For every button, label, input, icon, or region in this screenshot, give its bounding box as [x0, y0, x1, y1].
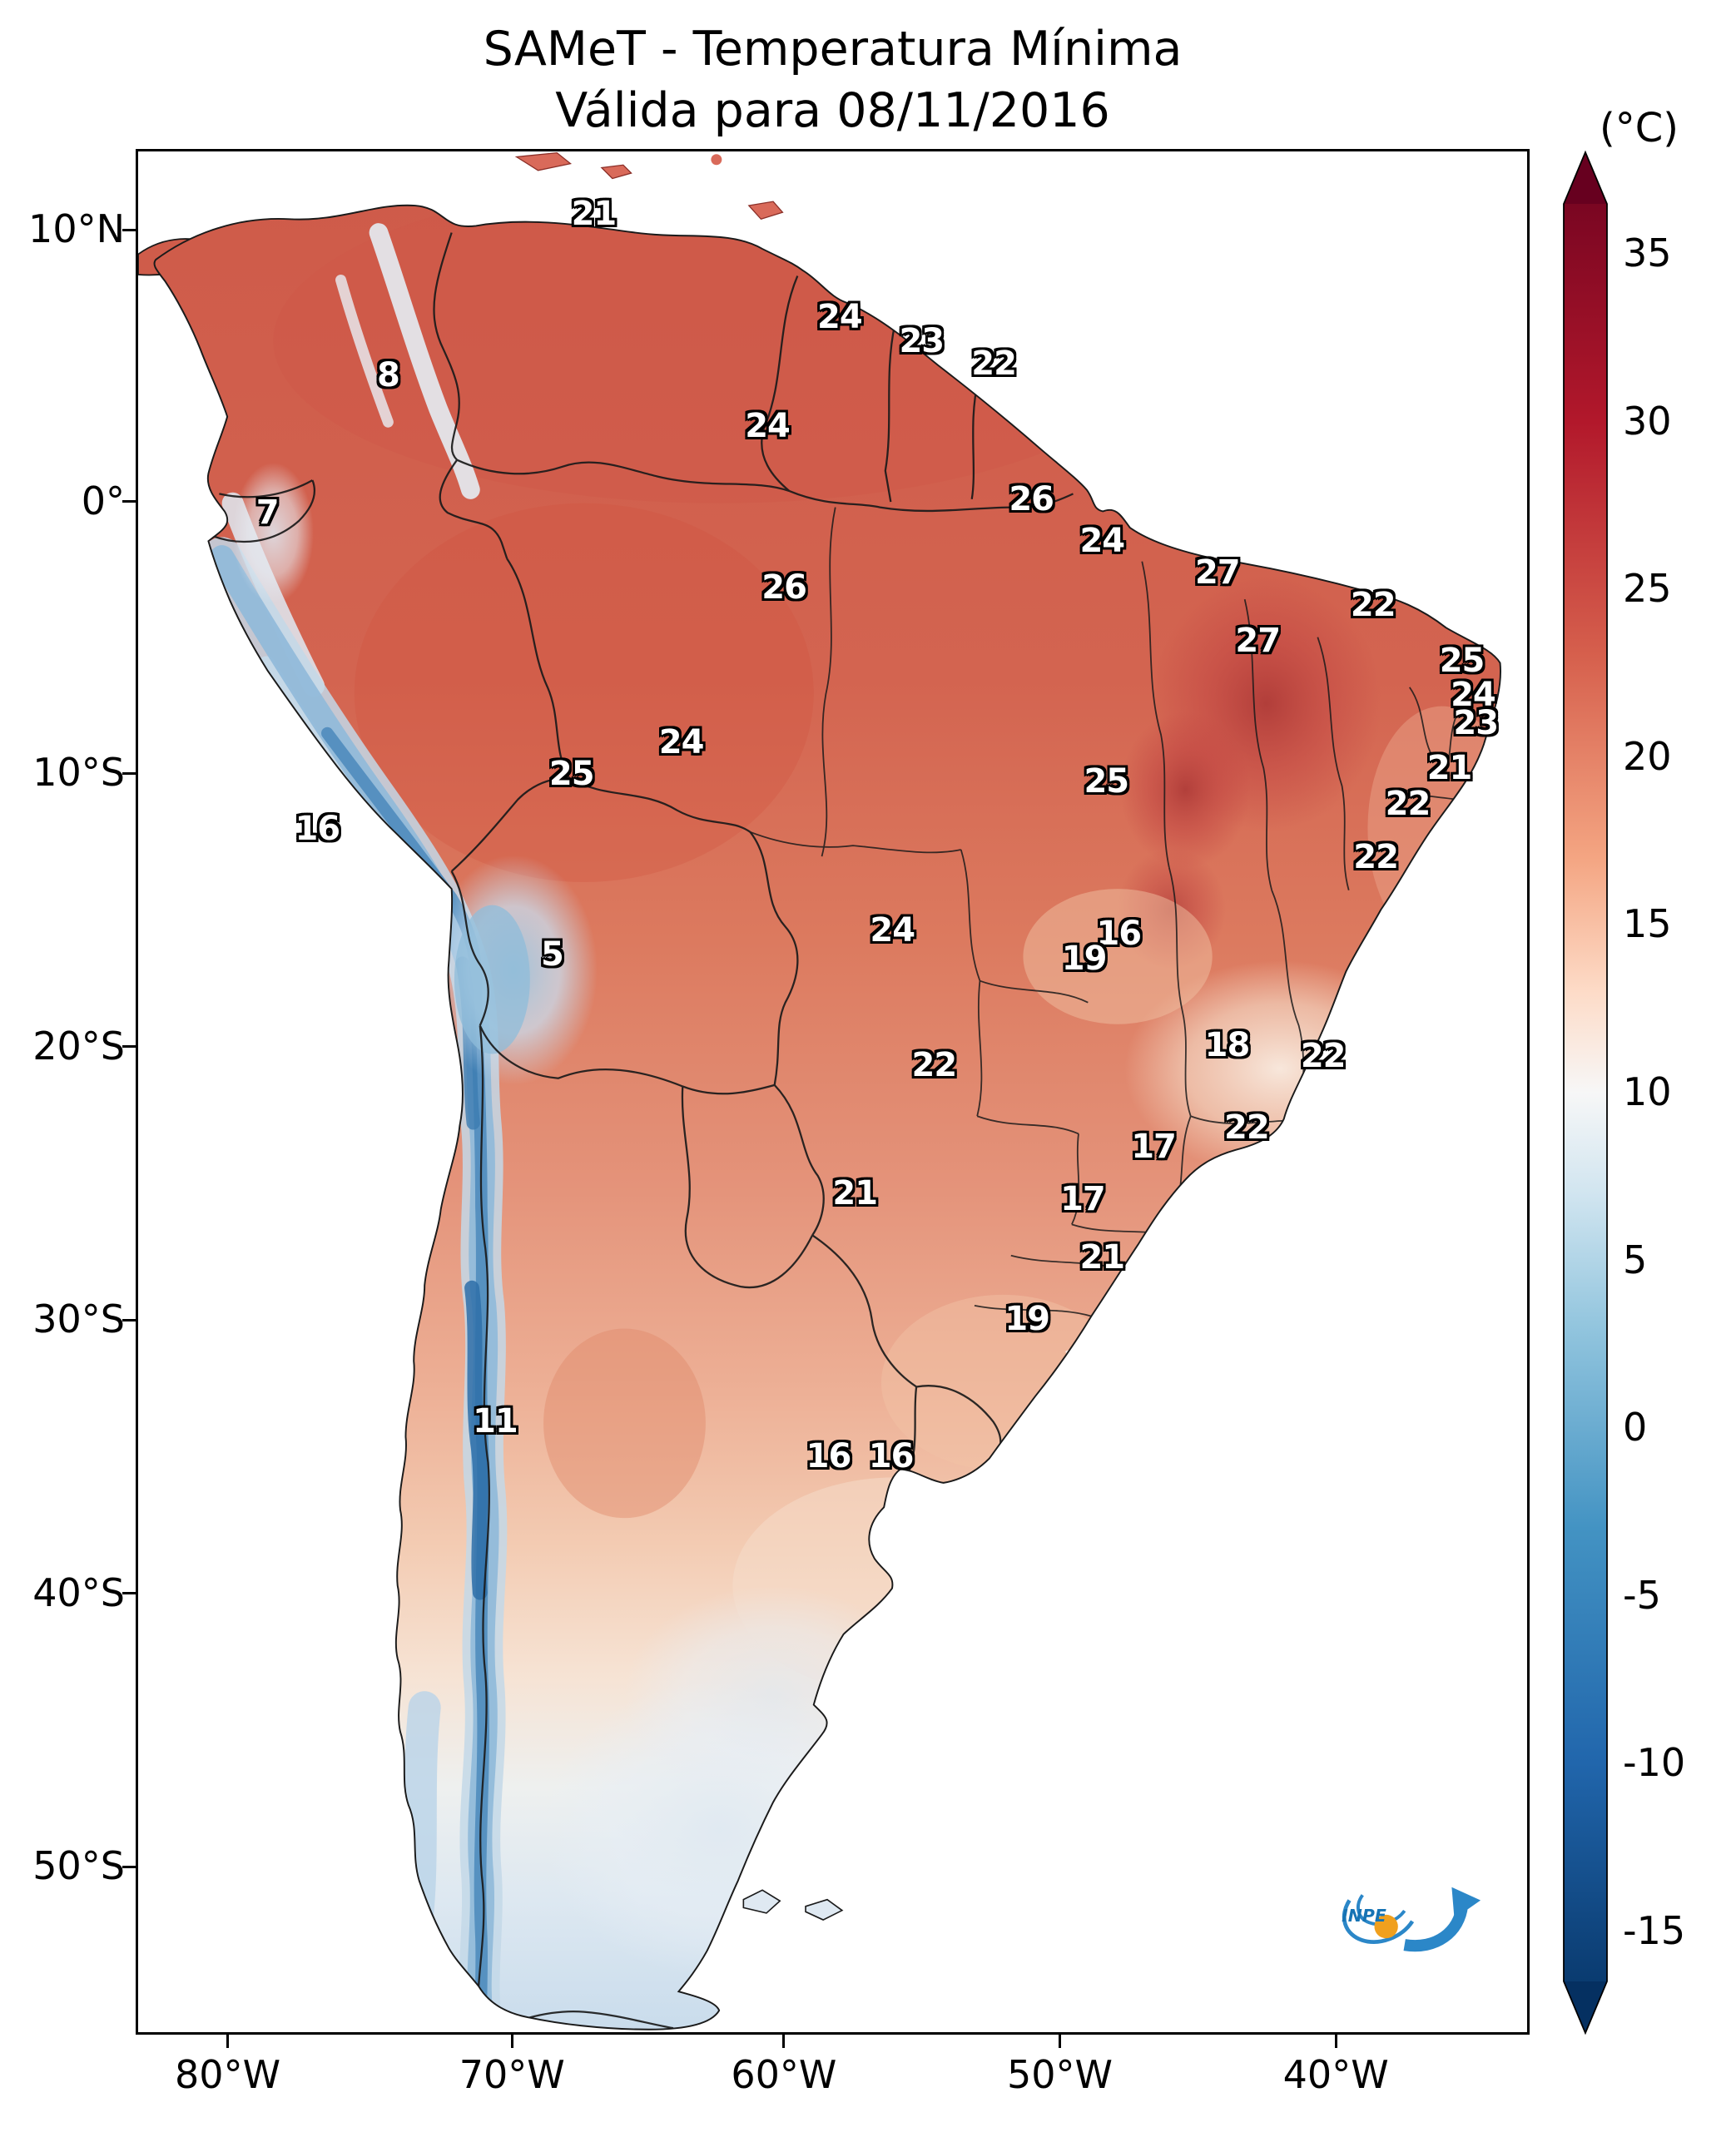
temperature-label: 22 [1300, 1037, 1347, 1076]
temperature-label: 24 [658, 722, 705, 761]
temperature-label: 27 [1194, 553, 1241, 593]
y-axis-tickmark [122, 1045, 136, 1049]
y-axis-tick-label: 40°S [32, 1569, 125, 1615]
y-axis-tickmark [122, 500, 136, 503]
temperature-label: 5 [540, 935, 564, 974]
colorbar-tick-label: 10 [1623, 1069, 1672, 1114]
x-axis-tickmark [226, 2035, 230, 2048]
colorbar-outline [1563, 150, 1608, 2035]
temperature-label: 11 [473, 1401, 518, 1440]
map-plot-area: 21 24 23 22 8 24 7 26 24 26 27 27 22 25 24 23 21 22 22 24 25… [136, 149, 1530, 2035]
temperature-label: 23 [899, 322, 945, 361]
colorbar-tick-label: -10 [1623, 1740, 1686, 1786]
y-axis-tick-label: 10°N [28, 206, 125, 252]
x-axis-tick-label: 70°W [459, 2052, 565, 2097]
temperature-label: 16 [868, 1437, 915, 1476]
temperature-label: 24 [1451, 676, 1496, 715]
y-axis-tick-label: 0° [81, 478, 125, 523]
temperature-label: 7 [255, 493, 280, 532]
temperature-label: 26 [1009, 480, 1054, 519]
colorbar-unit-label: (°C) [1600, 105, 1679, 151]
temperature-label: 24 [1079, 521, 1125, 560]
y-axis-tick-label: 10°S [32, 750, 125, 796]
temperature-label: 21 [832, 1174, 878, 1213]
colorbar-tick-label: 30 [1623, 398, 1672, 444]
temperature-label: 22 [971, 345, 1017, 384]
y-axis-tickmark [122, 1865, 136, 1868]
colorbar-under-arrow [1564, 1981, 1607, 2033]
inpe-logo: INPE [1342, 1887, 1481, 1952]
temperature-label: 16 [295, 809, 340, 848]
colorbar-tick-label: -15 [1623, 1907, 1686, 1953]
temperature-label: 22 [1224, 1108, 1270, 1147]
temperature-label: 22 [1353, 837, 1399, 876]
x-axis-tick-label: 40°W [1282, 2052, 1389, 2097]
temperature-label: 8 [376, 355, 400, 394]
temperature-labels-layer: 21 24 23 22 8 24 7 26 24 26 27 27 22 25 24 23 21 22 22 24 25… [138, 151, 1527, 2032]
x-axis-tick-label: 80°W [175, 2052, 281, 2097]
temperature-label: 23 [1453, 704, 1499, 743]
south-america-map [138, 151, 1502, 2031]
colorbar [1563, 150, 1608, 2035]
colorbar-tick-label: 0 [1623, 1405, 1648, 1450]
y-axis-tickmark [122, 1592, 136, 1595]
inpe-arrowhead [1451, 1887, 1481, 1919]
islands [514, 151, 844, 1921]
temperature-label: 21 [571, 194, 618, 233]
y-axis-tick-label: 30°S [32, 1297, 125, 1342]
title-line-1: SAMeT - Temperatura Mínima [483, 22, 1183, 77]
colorbar-tick-label: 5 [1623, 1237, 1648, 1282]
temperature-label: 17 [1131, 1127, 1177, 1166]
temperature-label: 27 [1235, 621, 1281, 660]
x-axis-tickmark [1059, 2035, 1062, 2048]
inpe-orange-dot [1374, 1914, 1398, 1939]
temperature-label: 16 [1096, 915, 1142, 954]
y-axis-tickmark [122, 771, 136, 775]
temperature-label: 24 [870, 910, 915, 950]
temperature-label: 17 [1060, 1179, 1106, 1218]
colorbar-tick-label: 35 [1623, 231, 1672, 276]
inpe-swirl-inner [1357, 1894, 1406, 1926]
y-axis-tick-label: 20°S [32, 1023, 125, 1069]
temperature-label: 24 [817, 297, 863, 336]
x-axis-tickmark [1334, 2035, 1337, 2048]
inpe-swirl-outer [1342, 1899, 1415, 1944]
x-axis-tickmark [782, 2035, 786, 2048]
x-axis-tickmark [510, 2035, 513, 2048]
inpe-logo-text: INPE [1342, 1906, 1386, 1926]
temperature-label: 22 [1350, 585, 1396, 624]
temperature-label: 16 [806, 1437, 852, 1476]
temperature-label: 25 [548, 755, 595, 794]
x-axis-tick-label: 50°W [1007, 2052, 1114, 2097]
inpe-arrow [1403, 1904, 1469, 1952]
temperature-label: 19 [1061, 939, 1108, 978]
temperature-label: 25 [1084, 762, 1129, 801]
colorbar-tick-label: -5 [1623, 1572, 1661, 1618]
title-line-2: Válida para 08/11/2016 [555, 83, 1110, 139]
temperature-label: 22 [1385, 785, 1431, 824]
temperature-label: 25 [1439, 642, 1486, 681]
temperature-label: 18 [1204, 1025, 1251, 1064]
temperature-label: 21 [1079, 1237, 1125, 1277]
colorbar-over-arrow [1564, 152, 1607, 204]
colorbar-tick-label: 25 [1623, 566, 1672, 612]
temperature-label: 26 [761, 568, 807, 607]
y-axis-tickmark [122, 228, 136, 231]
temperature-label: 24 [745, 406, 791, 445]
colorbar-tick-label: 20 [1623, 733, 1672, 779]
temperature-label: 19 [1004, 1300, 1050, 1339]
y-axis-tickmark [122, 1318, 136, 1321]
figure-title: SAMeT - Temperatura Mínima Válida para 0… [136, 18, 1530, 141]
colorbar-tick-label: 15 [1623, 901, 1672, 947]
colorbar-body [1564, 204, 1607, 1981]
temperature-label: 21 [1426, 749, 1473, 788]
temperature-label: 22 [911, 1046, 957, 1085]
y-axis-tick-label: 50°S [32, 1843, 125, 1889]
x-axis-tick-label: 60°W [731, 2052, 837, 2097]
